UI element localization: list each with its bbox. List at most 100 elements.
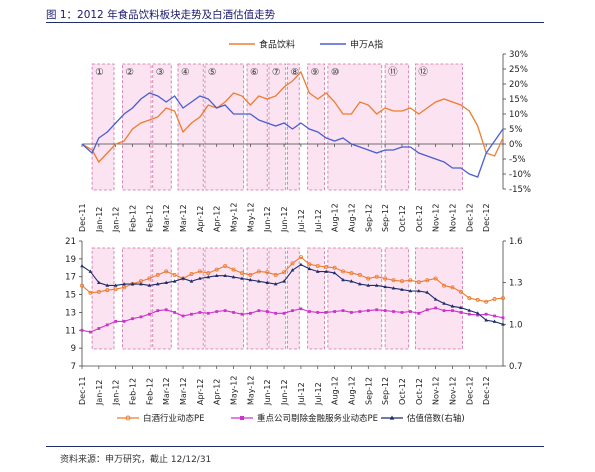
bottom-series-line	[81, 256, 504, 303]
bottom-series-point	[265, 280, 270, 284]
bottom-series-point	[408, 310, 412, 313]
bottom-series-point	[215, 310, 219, 313]
bottom-legend-label: 白酒行业动态PE	[143, 413, 205, 424]
event-band	[246, 63, 268, 191]
bottom-series-point	[374, 283, 379, 287]
bottom-series-point	[315, 269, 320, 273]
bottom-x-tick-label: Dec-12	[465, 376, 474, 405]
bottom-series-point	[197, 269, 202, 274]
event-band	[91, 63, 115, 191]
event-band-label: ⑥	[250, 67, 259, 78]
bottom-series-point	[307, 310, 311, 313]
top-x-tick-label: Apr-12	[213, 206, 222, 232]
bottom-series-point	[97, 280, 101, 284]
event-band-lower	[287, 247, 300, 350]
bottom-y2-tick-label: 0.7	[509, 362, 523, 372]
top-series-line	[81, 92, 504, 178]
bottom-series-point	[492, 319, 497, 323]
bottom-series-point	[105, 283, 110, 287]
event-band	[307, 63, 325, 191]
top-y-tick-label: -15%	[509, 185, 531, 195]
bottom-series-point	[231, 275, 236, 279]
top-y-tick-label: 0%	[509, 140, 523, 150]
event-band-label: ④	[181, 67, 190, 78]
bottom-y-tick-label: 7	[71, 362, 76, 372]
bottom-series-point	[190, 312, 193, 316]
bottom-series-point	[223, 273, 227, 278]
event-band-label: ①	[95, 67, 104, 78]
bottom-x-tick-label: Feb-12	[129, 378, 138, 405]
bottom-series-point	[493, 314, 496, 318]
bottom-series-point	[105, 323, 109, 327]
bottom-series-point	[459, 311, 463, 314]
bottom-y-tick-label: 19	[65, 255, 76, 265]
bottom-series-point	[350, 311, 353, 314]
bottom-series-point	[316, 311, 320, 314]
event-band-lower	[204, 247, 245, 350]
bottom-series-point	[298, 255, 303, 260]
bottom-x-tick-label: Dec-12	[482, 376, 491, 405]
title-rule	[46, 22, 544, 23]
bottom-series-point	[349, 279, 354, 283]
top-series-line	[81, 70, 504, 164]
bottom-legend-marker	[240, 416, 244, 420]
bottom-series-point	[484, 318, 488, 322]
bottom-series-point	[433, 297, 438, 301]
bottom-series-point	[96, 289, 101, 294]
bottom-series-point	[240, 276, 244, 280]
bottom-series-point	[417, 311, 421, 315]
bottom-series-point	[232, 311, 235, 314]
bottom-series-point	[467, 312, 471, 316]
event-band	[177, 63, 204, 191]
top-x-tick-label: Dec-11	[78, 203, 87, 232]
bottom-x-tick-label: Aug-12	[331, 376, 340, 405]
bottom-series-point	[417, 289, 421, 293]
top-y-tick-label: 5%	[509, 125, 523, 135]
event-band-label: ⑩	[331, 67, 340, 78]
bottom-series-point	[375, 308, 379, 312]
bottom-series-point	[391, 278, 396, 283]
top-y-tick-label: -10%	[509, 170, 531, 180]
bottom-series-point	[366, 309, 370, 313]
top-x-tick-label: Nov-12	[448, 204, 457, 232]
bottom-series-point	[307, 262, 312, 267]
bottom-series-point	[315, 263, 320, 268]
bottom-y2-tick-label: 1.3	[509, 279, 523, 289]
event-band	[152, 63, 172, 191]
bottom-series-point	[416, 280, 421, 285]
bottom-x-tick-label: Apr-12	[196, 379, 205, 405]
event-band	[287, 63, 300, 191]
event-band-label: ⑧	[290, 67, 299, 78]
bottom-series-point	[88, 269, 93, 273]
bottom-series-point	[223, 309, 227, 313]
bottom-y-tick-label: 13	[65, 308, 76, 318]
event-band	[122, 63, 152, 191]
event-band-lower	[152, 247, 172, 350]
top-y-tick-label: -5%	[509, 155, 526, 165]
bottom-x-tick-label: Jun-12	[280, 379, 289, 406]
bottom-series-point	[324, 264, 329, 269]
event-band	[204, 63, 245, 191]
bottom-series-point	[358, 310, 362, 313]
bottom-series-point	[105, 288, 110, 293]
bottom-x-tick-label: Jan-12	[95, 380, 104, 406]
bottom-series-point	[181, 314, 185, 318]
bottom-series-point	[475, 311, 480, 315]
top-x-tick-label: Aug-12	[347, 203, 356, 232]
bottom-series-point	[189, 279, 194, 283]
bottom-series-point	[492, 297, 497, 302]
figure-source: 资料来源：申万研究，截止 12/12/31	[60, 455, 212, 465]
top-x-tick-label: Jun-12	[280, 206, 289, 233]
bottom-series-point	[282, 311, 286, 315]
bottom-series-point	[156, 309, 160, 313]
event-band-label: ③	[156, 67, 165, 78]
bottom-series-point	[374, 274, 379, 279]
bottom-series-point	[501, 316, 505, 320]
bottom-series-point	[500, 296, 505, 301]
bottom-series-point	[257, 279, 261, 283]
bottom-x-tick-label: May-12	[246, 376, 255, 405]
bottom-series-point	[80, 264, 84, 268]
bottom-series-point	[88, 290, 93, 295]
bottom-series-point	[130, 282, 135, 286]
top-y-tick-label: 15%	[509, 95, 528, 105]
